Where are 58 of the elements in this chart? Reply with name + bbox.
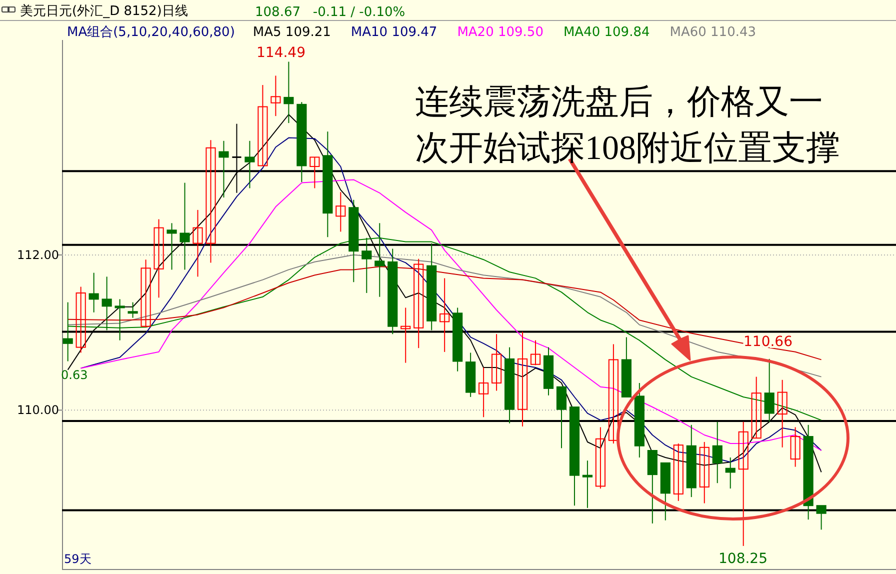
text: MA组合(5,10,20,40,60,80) (67, 25, 235, 40)
candlestick (258, 84, 268, 166)
candlestick (478, 366, 489, 418)
candlestick (491, 334, 502, 392)
candlestick (790, 426, 800, 468)
candlestick (180, 182, 190, 270)
candlestick (284, 61, 294, 124)
candlestick (114, 298, 125, 341)
annotation: 108.25 (718, 551, 768, 567)
text: MA20 109.50 (457, 25, 544, 40)
y-tick-label: 112.00 (17, 248, 59, 262)
candlestick (440, 278, 450, 352)
candlestick (166, 222, 177, 270)
candlestick (218, 140, 229, 198)
candlestick (699, 441, 710, 504)
chart-subtitle: 108.67 -0.11 / -0.10% (255, 5, 406, 20)
candlestick (517, 331, 528, 427)
candlestick (206, 140, 216, 264)
candlestick (128, 302, 138, 318)
candlestick (102, 276, 112, 331)
candlestick (725, 456, 736, 490)
candlestick (556, 386, 567, 449)
candlestick (62, 302, 73, 362)
candlestick (192, 209, 203, 278)
annotation: 0.63 (61, 368, 88, 382)
candlestick (336, 192, 346, 232)
y-tick-label: 110.00 (17, 403, 59, 418)
candlestick (270, 75, 281, 117)
text: MA10 109.47 (350, 25, 438, 40)
text: MA60 110.43 (670, 25, 756, 40)
candlestick (154, 218, 164, 298)
text: MA5 109.21 (252, 25, 331, 40)
annotation: 114.49 (256, 45, 306, 61)
candlestick (738, 421, 748, 546)
candlestick (362, 237, 372, 294)
text: MA40 109.84 (563, 25, 650, 40)
candlestick (400, 307, 411, 364)
candlestick (76, 286, 86, 354)
candlestick (582, 460, 593, 508)
candlestick (595, 426, 606, 490)
candlestick (816, 505, 826, 530)
annotation: 连续震荡洗盘后，价格又一次开始试探108附近位置支撑 (415, 83, 841, 169)
candlestick (414, 258, 424, 349)
candlestick (530, 340, 541, 366)
candlestick (310, 156, 320, 189)
candlestick (244, 140, 255, 189)
candlestick (712, 421, 722, 484)
candlestick (673, 443, 684, 502)
candlestick (608, 344, 618, 444)
candlestick (140, 259, 151, 328)
candlestick (374, 222, 385, 298)
chart-title: 美元日元(外汇_D 8152)日线 (20, 3, 188, 19)
candlestick (751, 376, 762, 439)
candlestick (88, 272, 99, 313)
candlestick (777, 379, 788, 448)
annotation: 59天 (64, 552, 92, 566)
annotation: 110.66 (744, 334, 793, 350)
candlestick (764, 358, 774, 422)
